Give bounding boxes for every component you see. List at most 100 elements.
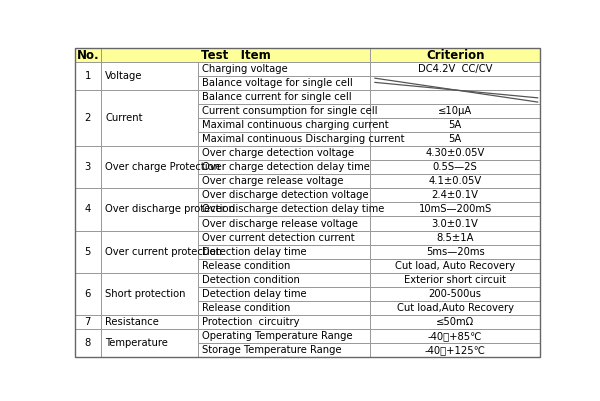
Text: -40～+125℃: -40～+125℃ (425, 345, 485, 355)
Bar (198, 160, 370, 174)
Bar (101, 62, 198, 90)
Text: Current: Current (105, 113, 143, 123)
Text: 5: 5 (85, 247, 91, 257)
Bar (370, 329, 540, 343)
Bar (370, 160, 540, 174)
Text: 3.0±0.1V: 3.0±0.1V (432, 219, 479, 229)
Bar (370, 174, 540, 188)
Bar (75, 329, 101, 357)
Text: Exterior short circuit: Exterior short circuit (404, 275, 506, 285)
Text: 7: 7 (85, 317, 91, 327)
Text: Charging voltage: Charging voltage (202, 64, 287, 74)
Bar (198, 62, 370, 76)
Bar (370, 259, 540, 273)
Text: Detection delay time: Detection delay time (202, 289, 307, 299)
Bar (198, 245, 370, 259)
Text: Release condition: Release condition (202, 261, 290, 271)
Text: 5A: 5A (449, 134, 462, 144)
Bar (198, 273, 370, 287)
Bar (75, 315, 101, 329)
Text: Criterion: Criterion (426, 49, 484, 62)
Bar (370, 245, 540, 259)
Text: 6: 6 (85, 289, 91, 299)
Text: Balance voltage for single cell: Balance voltage for single cell (202, 78, 353, 88)
Bar (75, 62, 101, 90)
Bar (198, 188, 370, 203)
Bar (198, 174, 370, 188)
Bar (101, 90, 198, 146)
Text: Over current detection current: Over current detection current (202, 233, 355, 243)
Text: 10mS—200mS: 10mS—200mS (419, 205, 492, 215)
Bar (370, 203, 540, 217)
Text: 3: 3 (85, 162, 91, 172)
Text: Current consumption for single cell: Current consumption for single cell (202, 106, 377, 116)
Bar (101, 329, 198, 357)
Bar (101, 315, 198, 329)
Text: 5ms—20ms: 5ms—20ms (426, 247, 485, 257)
Bar (370, 146, 540, 160)
Text: Balance current for single cell: Balance current for single cell (202, 92, 352, 102)
Text: Storage Temperature Range: Storage Temperature Range (202, 345, 341, 355)
Text: Over discharge detection voltage: Over discharge detection voltage (202, 190, 368, 200)
Bar (101, 273, 198, 315)
Bar (101, 146, 198, 188)
Bar (75, 90, 101, 146)
Bar (370, 315, 540, 329)
Text: 4.1±0.05V: 4.1±0.05V (428, 176, 482, 186)
Text: 4.30±0.05V: 4.30±0.05V (425, 148, 485, 158)
Text: ≤50mΩ: ≤50mΩ (436, 317, 474, 327)
Text: Over discharge protection: Over discharge protection (105, 205, 235, 215)
Text: Over charge release voltage: Over charge release voltage (202, 176, 343, 186)
Text: 200-500us: 200-500us (428, 289, 482, 299)
Text: 0.5S—2S: 0.5S—2S (433, 162, 478, 172)
Bar (370, 273, 540, 287)
Text: Over charge Protection: Over charge Protection (105, 162, 220, 172)
Bar (198, 217, 370, 231)
Bar (370, 90, 540, 104)
Text: Voltage: Voltage (105, 71, 143, 81)
Text: 8: 8 (85, 338, 91, 348)
Bar (198, 146, 370, 160)
Text: Temperature: Temperature (105, 338, 168, 348)
Text: Test   Item: Test Item (200, 49, 270, 62)
Text: Operating Temperature Range: Operating Temperature Range (202, 331, 353, 341)
Bar (370, 287, 540, 301)
Bar (198, 287, 370, 301)
Bar (198, 76, 370, 90)
Text: ≤10μA: ≤10μA (438, 106, 472, 116)
Bar (370, 76, 540, 90)
Text: Resistance: Resistance (105, 317, 159, 327)
Bar (198, 90, 370, 104)
Text: Maximal continuous Discharging current: Maximal continuous Discharging current (202, 134, 404, 144)
Bar (75, 146, 101, 188)
Text: -40～+85℃: -40～+85℃ (428, 331, 482, 341)
Bar (198, 231, 370, 245)
Bar (198, 343, 370, 357)
Text: 5A: 5A (449, 120, 462, 130)
Bar (198, 132, 370, 146)
Text: No.: No. (76, 49, 99, 62)
Bar (370, 231, 540, 245)
Text: Cut load,Auto Recovery: Cut load,Auto Recovery (397, 303, 514, 313)
Bar (101, 48, 370, 62)
Text: Over discharge detection delay time: Over discharge detection delay time (202, 205, 385, 215)
Bar (75, 48, 101, 62)
Bar (75, 273, 101, 315)
Bar (101, 188, 198, 231)
Text: 4: 4 (85, 205, 91, 215)
Text: Maximal continuous charging current: Maximal continuous charging current (202, 120, 389, 130)
Bar (198, 259, 370, 273)
Text: 2: 2 (85, 113, 91, 123)
Text: Over charge detection delay time: Over charge detection delay time (202, 162, 370, 172)
Text: Over discharge release voltage: Over discharge release voltage (202, 219, 358, 229)
Bar (198, 203, 370, 217)
Bar (198, 329, 370, 343)
Text: Release condition: Release condition (202, 303, 290, 313)
Bar (198, 315, 370, 329)
Bar (370, 132, 540, 146)
Text: Short protection: Short protection (105, 289, 186, 299)
Bar (370, 343, 540, 357)
Text: Cut load, Auto Recovery: Cut load, Auto Recovery (395, 261, 515, 271)
Bar (75, 188, 101, 231)
Text: Over charge detection voltage: Over charge detection voltage (202, 148, 354, 158)
